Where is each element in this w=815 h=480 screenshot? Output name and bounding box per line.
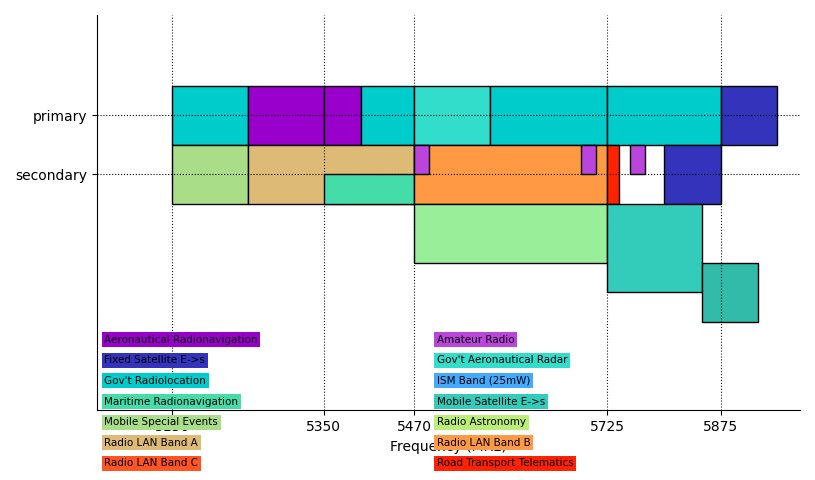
Text: Road Transport Telematics: Road Transport Telematics <box>437 458 574 468</box>
Bar <box>172 145 248 204</box>
Bar <box>630 145 645 174</box>
Bar <box>248 145 414 204</box>
Bar <box>248 86 324 145</box>
Bar <box>414 145 430 174</box>
Text: Amateur Radio: Amateur Radio <box>437 335 514 345</box>
Bar <box>324 174 414 204</box>
Text: Maritime Radionavigation: Maritime Radionavigation <box>104 396 238 407</box>
Text: Aeronautical Radionavigation: Aeronautical Radionavigation <box>104 335 258 345</box>
Bar <box>702 263 759 322</box>
Text: ISM Band (25mW): ISM Band (25mW) <box>437 376 531 386</box>
Bar <box>664 145 720 204</box>
Bar <box>607 86 720 145</box>
Text: Radio LAN Band B: Radio LAN Band B <box>437 438 531 448</box>
X-axis label: Frequency (MHz): Frequency (MHz) <box>390 440 507 454</box>
Bar <box>414 204 607 263</box>
Text: Gov't Radiolocation: Gov't Radiolocation <box>104 376 206 386</box>
Bar <box>324 86 361 145</box>
Bar <box>607 145 619 204</box>
Bar <box>720 86 778 145</box>
Bar <box>172 86 248 145</box>
Text: Radio Astronomy: Radio Astronomy <box>437 417 526 427</box>
Bar <box>414 86 490 145</box>
Bar <box>581 145 596 174</box>
Text: Radio LAN Band A: Radio LAN Band A <box>104 438 198 448</box>
Bar <box>361 86 414 145</box>
Bar <box>414 145 607 204</box>
Text: Gov't Aeronautical Radar: Gov't Aeronautical Radar <box>437 355 567 365</box>
Bar <box>607 204 702 292</box>
Text: Fixed Satellite E->s: Fixed Satellite E->s <box>104 355 205 365</box>
Text: Mobile Special Events: Mobile Special Events <box>104 417 218 427</box>
Text: Radio LAN Band C: Radio LAN Band C <box>104 458 198 468</box>
Text: Mobile Satellite E->s: Mobile Satellite E->s <box>437 396 545 407</box>
Bar <box>490 86 607 145</box>
